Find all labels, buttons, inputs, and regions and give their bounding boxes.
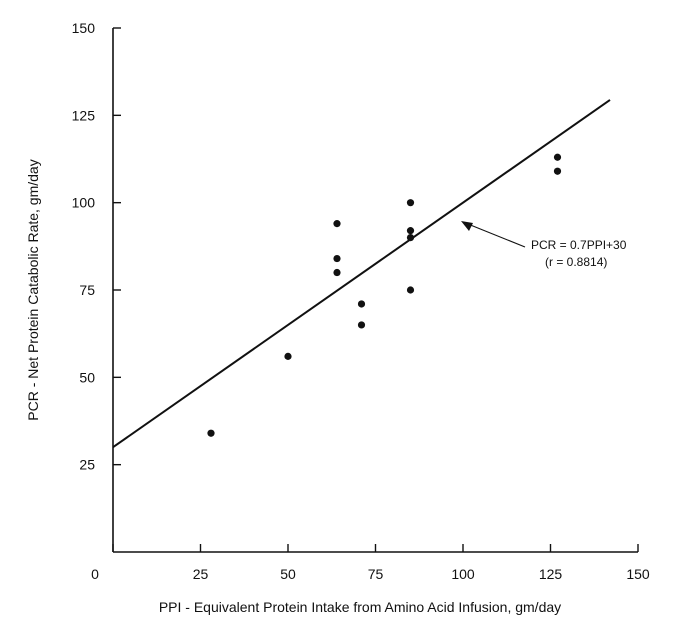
data-point [406,199,415,207]
data-point [333,268,341,277]
x-tick-label: 75 [368,566,384,582]
data-points [207,153,562,437]
annotation-group: PCR = 0.7PPI+30 (r = 0.8814) [461,221,627,269]
data-point [284,352,292,360]
data-point [553,167,562,175]
data-point [333,220,341,228]
data-point [333,254,341,263]
annotation-r-value: (r = 0.8814) [545,255,607,269]
x-tick-label: 125 [539,566,563,582]
x-tick-label: 150 [626,566,650,582]
x-tick-label: 0 [91,566,99,582]
annotation-arrowhead [461,221,473,231]
y-tick-label: 150 [72,20,96,36]
y-tick-label: 50 [79,369,95,385]
data-point [357,300,366,308]
x-ticks: 0 25 50 75 100 125 150 [91,544,650,582]
y-tick-label: 125 [72,107,96,123]
regression-line [112,99,611,449]
y-tick-label: 25 [79,457,95,473]
data-point [406,227,415,235]
data-point [207,429,215,437]
y-ticks: 25 50 75 100 125 150 [72,20,121,473]
regression-group [112,99,611,449]
x-tick-label: 100 [451,566,475,582]
data-point [357,321,366,329]
axes [112,28,638,553]
x-axis-title: PPI - Equivalent Protein Intake from Ami… [159,599,561,615]
data-point [553,153,562,161]
annotation-equation: PCR = 0.7PPI+30 [531,238,627,252]
x-tick-label: 25 [193,566,209,582]
annotation-arrow [462,221,526,248]
y-axis-title: PCR - Net Protein Catabolic Rate, gm/day [25,159,41,420]
x-tick-label: 50 [280,566,296,582]
y-tick-label: 75 [79,282,95,298]
data-point [406,286,415,294]
y-tick-label: 100 [72,195,96,211]
data-point [406,234,415,242]
